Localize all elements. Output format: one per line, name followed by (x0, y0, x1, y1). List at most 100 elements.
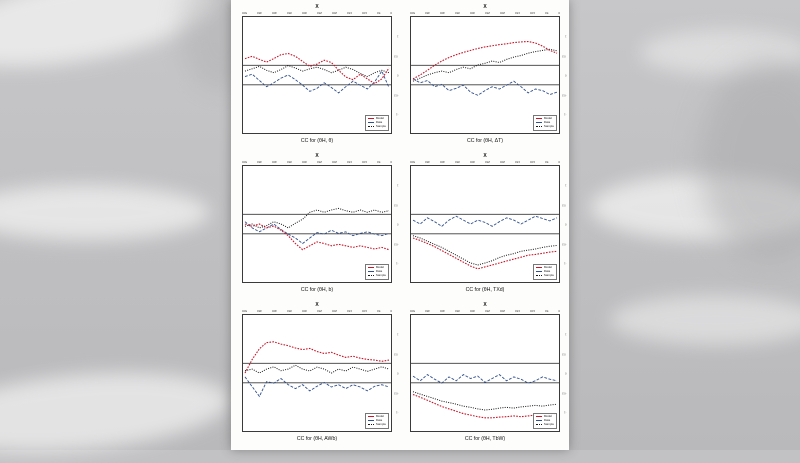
y-tick-label: 1 (564, 183, 566, 187)
x-tick-label: 100 (530, 11, 536, 15)
x-axis-ticks: 0 50 100 150 200 250 300 350 400 450 500 (410, 159, 560, 164)
y-tick-label: 0 (396, 371, 398, 375)
x-axis-label: X (315, 302, 319, 308)
x-tick-label: 500 (242, 11, 248, 15)
plot-legend: Model Data Sample (365, 413, 389, 429)
series-red-line (412, 393, 558, 419)
line-plot (411, 40, 559, 96)
legend-item: Model (368, 116, 386, 121)
subplot-cc-2: X 0 50 100 150 200 250 300 350 400 450 500 -1 -0.5 0… (407, 4, 566, 150)
x-tick-label: 500 (242, 309, 248, 313)
x-tick-label: 50 (377, 309, 381, 313)
x-tick-label: 350 (287, 11, 293, 15)
y-axis-ticks: -1 -0.5 0 0.5 1 (560, 17, 566, 133)
y-tick-label: -1 (395, 261, 398, 265)
x-axis-label: X (315, 153, 319, 159)
legend-label: Sample (375, 273, 386, 278)
legend-item: Sample (536, 124, 554, 129)
legend-black-line-icon (536, 125, 543, 127)
legend-label: Data (543, 418, 551, 423)
line-plot (411, 213, 559, 270)
y-tick-label: 0.5 (562, 54, 566, 57)
y-axis-ticks: -1 -0.5 0 0.5 1 (560, 315, 566, 431)
x-axis-label: X (483, 302, 487, 308)
y-tick-label: -0.5 (561, 391, 566, 394)
legend-label: Sample (543, 273, 554, 278)
legend-red-line-icon (536, 267, 543, 269)
legend-item: Data (368, 418, 386, 423)
x-tick-label: 500 (410, 309, 416, 313)
legend-item: Sample (536, 422, 554, 427)
x-tick-label: 500 (410, 160, 416, 164)
y-axis-ticks: -1 -0.5 0 0.5 1 (392, 315, 398, 431)
x-tick-label: 50 (545, 11, 549, 15)
y-tick-label: 1 (564, 34, 566, 38)
x-tick-label: 350 (455, 309, 461, 313)
subplot-cc-1: X 0 50 100 150 200 250 300 350 400 450 500 -1 -0.5 0… (239, 4, 398, 150)
plot-frame: -1 -0.5 0 0.5 1 Model Data Sample (242, 165, 398, 283)
legend-item: Data (536, 120, 554, 125)
line-plot (243, 207, 391, 251)
y-tick-label: -0.5 (393, 391, 398, 394)
subplot-caption: CC for (θH, AWb) (296, 436, 338, 442)
y-tick-label: 0 (564, 371, 566, 375)
x-tick-label: 250 (317, 160, 323, 164)
legend-label: Model (543, 265, 552, 270)
subplot-caption: CC for (θH, TbW) (464, 436, 506, 442)
x-tick-label: 100 (530, 309, 536, 313)
x-tick-label: 150 (515, 309, 521, 313)
x-axis-ticks: 0 50 100 150 200 250 300 350 400 450 500 (242, 308, 392, 313)
y-tick-label: 0 (396, 73, 398, 77)
legend-item: Sample (368, 124, 386, 129)
x-tick-label: 350 (287, 309, 293, 313)
plot-legend: Model Data Sample (533, 264, 557, 280)
x-tick-label: 100 (530, 160, 536, 164)
x-axis-label: X (483, 4, 487, 10)
legend-black-line-icon (368, 274, 375, 276)
legend-label: Sample (375, 422, 386, 427)
x-tick-label: 150 (347, 160, 353, 164)
legend-black-line-icon (536, 274, 543, 276)
x-axis-label: X (315, 4, 319, 10)
y-tick-label: 0 (564, 222, 566, 226)
x-tick-label: 500 (242, 160, 248, 164)
legend-blue-line-icon (368, 121, 375, 123)
y-tick-label: 1 (396, 34, 398, 38)
legend-label: Data (543, 269, 551, 274)
line-plot (243, 52, 391, 94)
x-axis-ticks: 0 50 100 150 200 250 300 350 400 450 500 (242, 159, 392, 164)
legend-item: Sample (536, 273, 554, 278)
x-tick-label: 150 (347, 11, 353, 15)
x-tick-label: 250 (485, 11, 491, 15)
legend-item: Sample (368, 273, 386, 278)
subplot-cc-6: X 0 50 100 150 200 250 300 350 400 450 500 -1 -0.5 0… (407, 302, 566, 448)
x-tick-label: 0 (558, 11, 560, 15)
line-plot (411, 362, 559, 419)
series-blue-line (244, 376, 390, 398)
x-tick-label: 450 (257, 11, 263, 15)
series-black-line (244, 207, 390, 229)
plot-frame: -1 -0.5 0 0.5 1 Model Data Sample (242, 16, 398, 134)
x-tick-label: 200 (332, 160, 338, 164)
legend-blue-line-icon (536, 121, 543, 123)
plot-frame: -1 -0.5 0 0.5 1 Model Data Sample (242, 314, 398, 432)
legend-item: Data (368, 269, 386, 274)
y-tick-label: -1 (395, 112, 398, 116)
y-tick-label: -0.5 (393, 93, 398, 96)
series-black-line (412, 48, 558, 82)
x-tick-label: 150 (347, 309, 353, 313)
legend-label: Data (375, 120, 383, 125)
x-tick-label: 100 (362, 160, 368, 164)
x-tick-label: 400 (440, 160, 446, 164)
x-tick-label: 50 (377, 160, 381, 164)
y-tick-label: -0.5 (561, 242, 566, 245)
x-tick-label: 100 (362, 11, 368, 15)
series-red-line (244, 341, 390, 374)
y-tick-label: 0.5 (562, 352, 566, 355)
x-tick-label: 400 (272, 160, 278, 164)
y-tick-label: -1 (563, 112, 566, 116)
legend-red-line-icon (536, 118, 543, 120)
subplot-caption: CC for (θH, θ) (300, 138, 334, 144)
x-tick-label: 450 (257, 160, 263, 164)
x-axis-ticks: 0 50 100 150 200 250 300 350 400 450 500 (410, 10, 560, 15)
